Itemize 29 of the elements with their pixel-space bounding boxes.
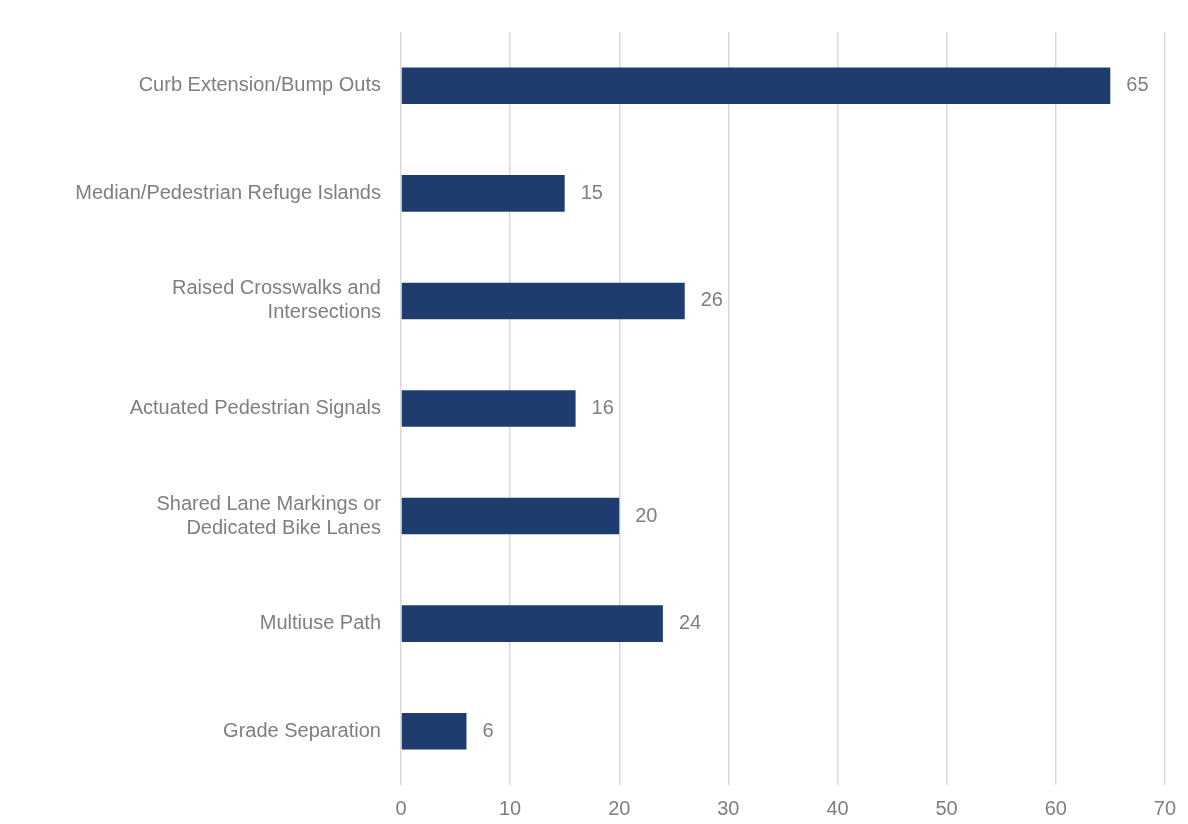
y-tick-label: Raised Crosswalks and Intersections <box>172 276 381 323</box>
data-label: 16 <box>591 396 614 419</box>
bar <box>401 67 1111 105</box>
data-label: 26 <box>700 288 723 311</box>
y-tick-label: Shared Lane Markings or Dedicated Bike Lanes <box>156 491 382 538</box>
bar <box>401 390 576 427</box>
x-tick-label: 30 <box>717 796 740 819</box>
y-tick-label: Curb Extension/Bump Outs <box>138 73 381 96</box>
y-tick-label: Median/Pedestrian Refuge Islands <box>75 180 381 203</box>
data-label: 15 <box>580 180 603 203</box>
bar <box>401 605 663 642</box>
x-tick-label: 60 <box>1044 796 1067 819</box>
y-tick-label: Multiuse Path <box>259 611 381 634</box>
y-tick-label: Actuated Pedestrian Signals <box>129 396 381 419</box>
x-tick-label: 0 <box>395 796 407 819</box>
data-label: 65 <box>1126 73 1149 96</box>
x-tick-label: 40 <box>826 796 849 819</box>
y-tick-label: Grade Separation <box>223 718 381 741</box>
x-tick-label: 10 <box>499 796 522 819</box>
data-label: 20 <box>635 503 658 526</box>
bar <box>401 497 620 535</box>
data-label: 24 <box>678 611 702 634</box>
x-tick-label: 70 <box>1153 796 1176 819</box>
x-tick-label: 50 <box>935 796 958 819</box>
bar <box>401 712 467 750</box>
x-tick-label: 20 <box>608 796 631 819</box>
bar <box>401 282 685 320</box>
data-label: 6 <box>482 718 494 741</box>
bar <box>401 175 565 212</box>
